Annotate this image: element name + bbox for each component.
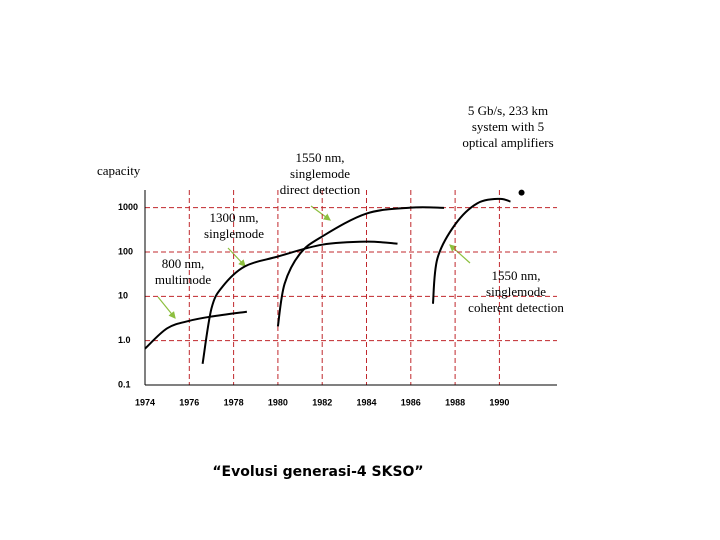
y-axis-label: capacity bbox=[97, 163, 141, 178]
y-tick-label: 100 bbox=[118, 246, 133, 256]
y-tick-label: 1000 bbox=[118, 202, 138, 212]
x-tick-label: 1976 bbox=[179, 397, 199, 407]
y-tick-label: 10 bbox=[118, 291, 128, 301]
annotation: 1550 nm, bbox=[295, 150, 344, 165]
annotation: 1550 nm, bbox=[491, 268, 540, 283]
annotation: 5 Gb/s, 233 km bbox=[468, 103, 548, 118]
annotation: 800 nm, bbox=[162, 256, 205, 271]
x-tick-label: 1984 bbox=[356, 397, 376, 407]
x-tick-label: 1974 bbox=[135, 397, 155, 407]
annotation: singlemode bbox=[204, 226, 264, 241]
arrows bbox=[157, 205, 471, 319]
x-tick-label: 1982 bbox=[312, 397, 332, 407]
x-tick-label: 1986 bbox=[401, 397, 421, 407]
y-tick-label: 1.0 bbox=[118, 335, 131, 345]
x-tick-label: 1990 bbox=[489, 397, 509, 407]
capacity-curve bbox=[276, 206, 445, 327]
annotation: direct detection bbox=[280, 182, 361, 197]
y-tick-label: 0.1 bbox=[118, 379, 131, 389]
capacity-curve bbox=[144, 310, 248, 350]
x-tick-label: 1980 bbox=[268, 397, 288, 407]
capacity-curve bbox=[201, 240, 398, 365]
system-point bbox=[518, 189, 525, 196]
x-tick-label: 1988 bbox=[445, 397, 465, 407]
annotation: coherent detection bbox=[468, 300, 564, 315]
capacity-curve bbox=[431, 197, 511, 304]
annotation: system with 5 bbox=[472, 119, 544, 134]
annotation: singlemode bbox=[290, 166, 350, 181]
annotation: singlemode bbox=[486, 284, 546, 299]
annotation: multimode bbox=[155, 272, 212, 287]
x-tick-label: 1978 bbox=[224, 397, 244, 407]
annotation: optical amplifiers bbox=[462, 135, 553, 150]
annotation: 1300 nm, bbox=[209, 210, 258, 225]
caption: “Evolusi generasi-4 SKSO” bbox=[212, 464, 423, 480]
